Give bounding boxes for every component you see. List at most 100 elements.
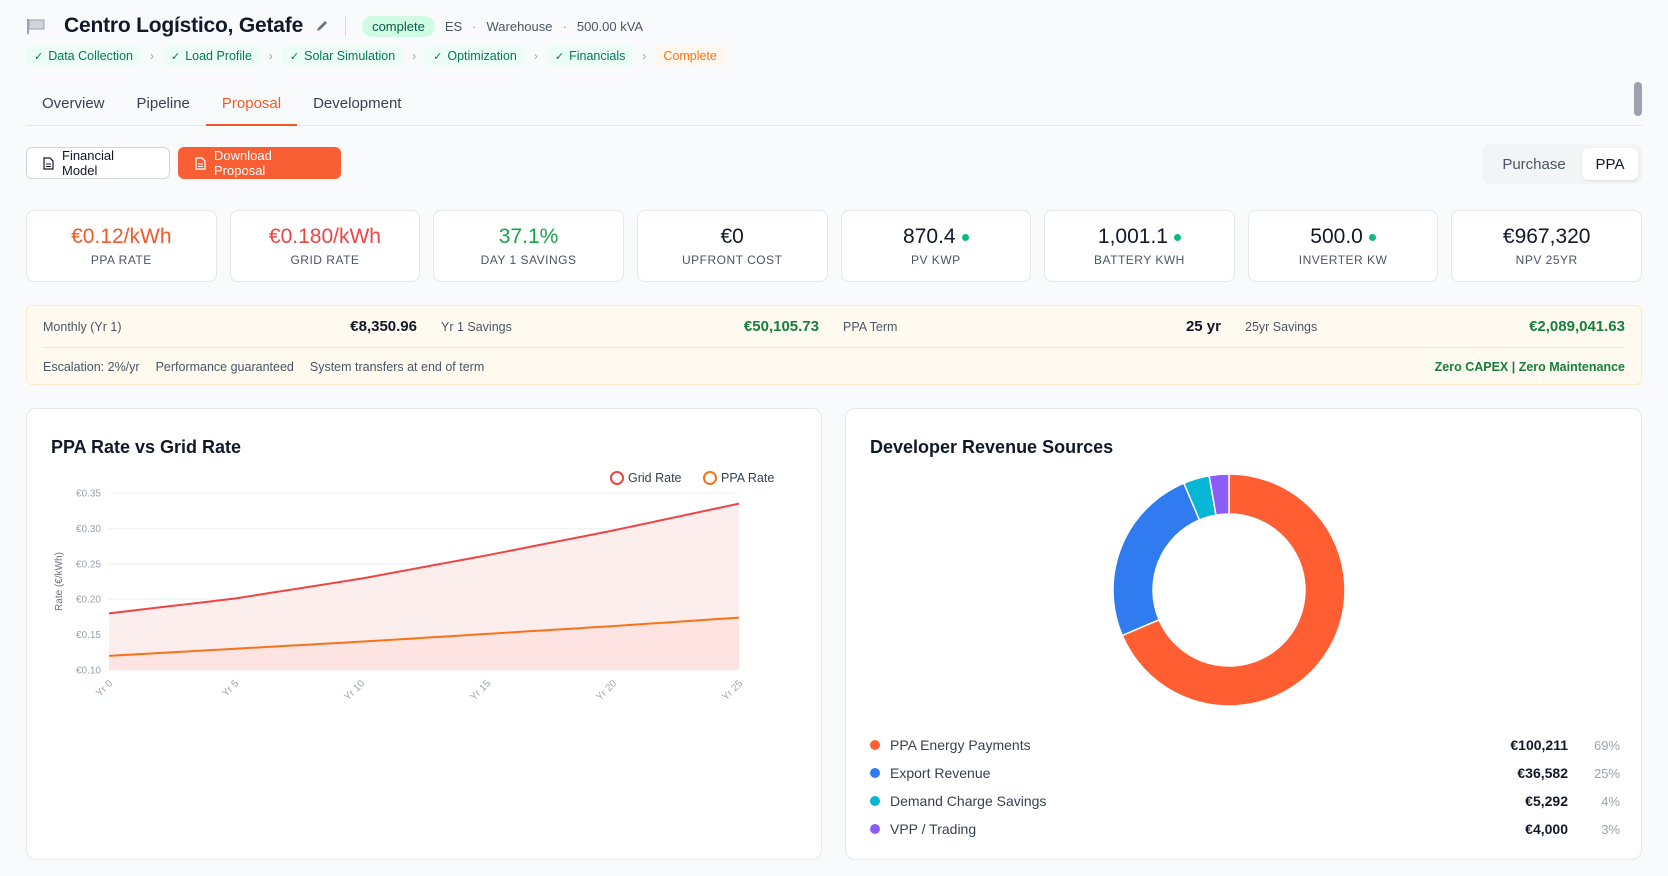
pipeline-step[interactable]: ✓ Load Profile — [162, 46, 260, 66]
legend-label: Export Revenue — [890, 765, 991, 781]
pipeline-step[interactable]: Complete — [655, 46, 725, 66]
y-tick-label: €0.15 — [76, 630, 101, 641]
kpi-card: 37.1% Day 1 Savings — [433, 210, 624, 282]
chevron-right-icon: › — [412, 49, 417, 63]
donut-slice[interactable] — [1112, 482, 1201, 637]
rate-comparison-panel: PPA Rate vs Grid Rate €0.10 €0.15 €0.20 €0.… — [26, 408, 822, 860]
y-tick-label: €0.30 — [76, 524, 101, 535]
y-axis-label: Rate (€/kWh) — [54, 552, 65, 611]
legend-percent: 3% — [1601, 821, 1620, 837]
status-dot — [961, 233, 969, 241]
y-tick-label: €0.10 — [76, 666, 101, 677]
pipeline-step-label: Solar Simulation — [304, 49, 396, 63]
kpi-value: 37.1% — [499, 225, 559, 249]
kpi-value: 870.4 — [903, 225, 969, 249]
escalation-note: Escalation: 2%/yr — [43, 360, 140, 374]
tab-development[interactable]: Development — [313, 95, 402, 112]
kpi-value-text: €967,320 — [1502, 225, 1591, 248]
legend-ppa-label: PPA Rate — [721, 471, 774, 485]
legend-row: Demand Charge Savings €5,292 4% — [870, 791, 1620, 811]
legend-percent: 25% — [1593, 765, 1620, 781]
yr1-value: €50,105.73 — [743, 318, 819, 335]
financial-model-label: Financial Model — [62, 148, 115, 178]
toggle-purchase[interactable]: Purchase — [1502, 155, 1566, 173]
total-label: 25yr Savings — [1245, 319, 1318, 334]
site-capacity: 500.00 kVA — [576, 18, 644, 34]
kpi-label: Inverter kW — [1298, 253, 1388, 267]
kpi-card: €0.12/kWh PPA Rate — [26, 210, 217, 282]
kpi-value: €0.180/kWh — [269, 225, 381, 249]
legend-row: Export Revenue €36,582 25% — [870, 763, 1620, 783]
separator-dot: · — [472, 18, 477, 34]
term-value: 25 yr — [1185, 318, 1221, 335]
kpi-card: 870.4 PV kWp — [840, 210, 1032, 282]
check-icon: ✓ — [34, 50, 44, 63]
site-type: Warehouse — [486, 18, 553, 34]
pipeline-step[interactable]: ✓ Solar Simulation — [281, 46, 404, 66]
financial-model-button[interactable]: Financial Model — [26, 147, 170, 179]
kpi-label: PV kWp — [910, 253, 961, 267]
kpi-value: €0 — [721, 225, 744, 249]
legend-dot — [870, 796, 880, 806]
donut-slice[interactable] — [1208, 473, 1230, 516]
kpi-card: €967,320 NPV 25yr — [1451, 210, 1642, 282]
y-tick-label: €0.35 — [76, 489, 101, 500]
revenue-sources-panel: Developer Revenue Sources PPA Energy Pay… — [845, 408, 1642, 860]
legend-amount: €36,582 — [1517, 765, 1568, 781]
kpi-label: NPV 25yr — [1515, 253, 1578, 267]
separator-dot: · — [562, 18, 567, 34]
ppa-rate-line — [108, 616, 740, 657]
status-dot — [1173, 233, 1181, 241]
download-proposal-button[interactable]: Download Proposal — [178, 147, 341, 179]
tab-pipeline[interactable]: Pipeline — [136, 95, 190, 112]
legend-label: VPP / Trading — [890, 821, 977, 837]
x-tick-label: Yr 10 — [342, 678, 367, 703]
legend-dot — [870, 768, 880, 778]
legend-dot — [870, 824, 880, 834]
legend-label: PPA Energy Payments — [890, 737, 1031, 753]
kpi-card: €0 Upfront Cost — [636, 210, 828, 282]
yr1-cell: Yr 1 Savings €50,105.73 — [441, 318, 819, 335]
y-tick-label: €0.25 — [76, 559, 101, 570]
kpi-value-text: 37.1% — [498, 225, 559, 248]
legend-row: VPP / Trading €4,000 3% — [870, 819, 1620, 839]
mode-toggle: Purchase PPA — [1482, 144, 1642, 184]
chevron-right-icon: › — [533, 49, 538, 63]
tab-proposal[interactable]: Proposal — [205, 86, 298, 126]
monthly-value: €8,350.96 — [350, 318, 417, 335]
total-cell: 25yr Savings €2,089,041.63 — [1245, 318, 1625, 335]
divider — [345, 16, 347, 36]
kpi-value-text: €0.180/kWh — [268, 225, 381, 248]
toggle-ppa[interactable]: PPA — [1582, 148, 1638, 180]
site-header: Centro Logístico, Getafe complete ES · W… — [26, 12, 643, 40]
pipeline-step-label: Complete — [663, 49, 717, 63]
ppa-summary: Monthly (Yr 1) €8,350.96 Yr 1 Savings €5… — [26, 305, 1642, 385]
legend-row: PPA Energy Payments €100,211 69% — [870, 735, 1620, 755]
term-cell: PPA Term 25 yr — [843, 318, 1221, 335]
summary-notes: Escalation: 2%/yr Performance guaranteed… — [43, 348, 1625, 386]
donut-slice[interactable] — [1121, 473, 1346, 707]
pipeline-step[interactable]: ✓ Data Collection — [26, 46, 141, 66]
check-icon: ✓ — [554, 50, 565, 63]
rate-line-chart: €0.10 €0.15 €0.20 €0.25 €0.30 €0.35 Rate (€/kW… — [54, 471, 774, 703]
check-icon: ✓ — [433, 50, 443, 63]
kpi-value-text: €0.12/kWh — [71, 225, 172, 248]
legend-percent: 69% — [1593, 737, 1620, 753]
monthly-cell: Monthly (Yr 1) €8,350.96 — [43, 318, 417, 335]
kpi-label: Grid Rate — [290, 253, 360, 267]
legend-grid-label: Grid Rate — [628, 471, 682, 485]
kpi-card: 1,001.1 Battery kWh — [1044, 210, 1235, 282]
edit-icon[interactable] — [315, 19, 329, 33]
scrollbar-thumb[interactable] — [1634, 82, 1642, 116]
pipeline-step[interactable]: ✓ Financials — [546, 46, 634, 66]
pipeline-steps: ✓ Data Collection › ✓ Load Profile › ✓ Solar Si… — [26, 46, 725, 66]
kpi-value-text: 500.0 — [1310, 225, 1363, 248]
tab-overview[interactable]: Overview — [42, 95, 105, 112]
kpi-value-text: 1,001.1 — [1097, 225, 1168, 248]
pipeline-step[interactable]: ✓ Optimization — [425, 46, 525, 66]
legend-amount: €4,000 — [1525, 821, 1568, 837]
kpi-label: Battery kWh — [1094, 253, 1185, 267]
check-icon: ✓ — [289, 50, 300, 63]
legend-label: Demand Charge Savings — [890, 793, 1047, 809]
